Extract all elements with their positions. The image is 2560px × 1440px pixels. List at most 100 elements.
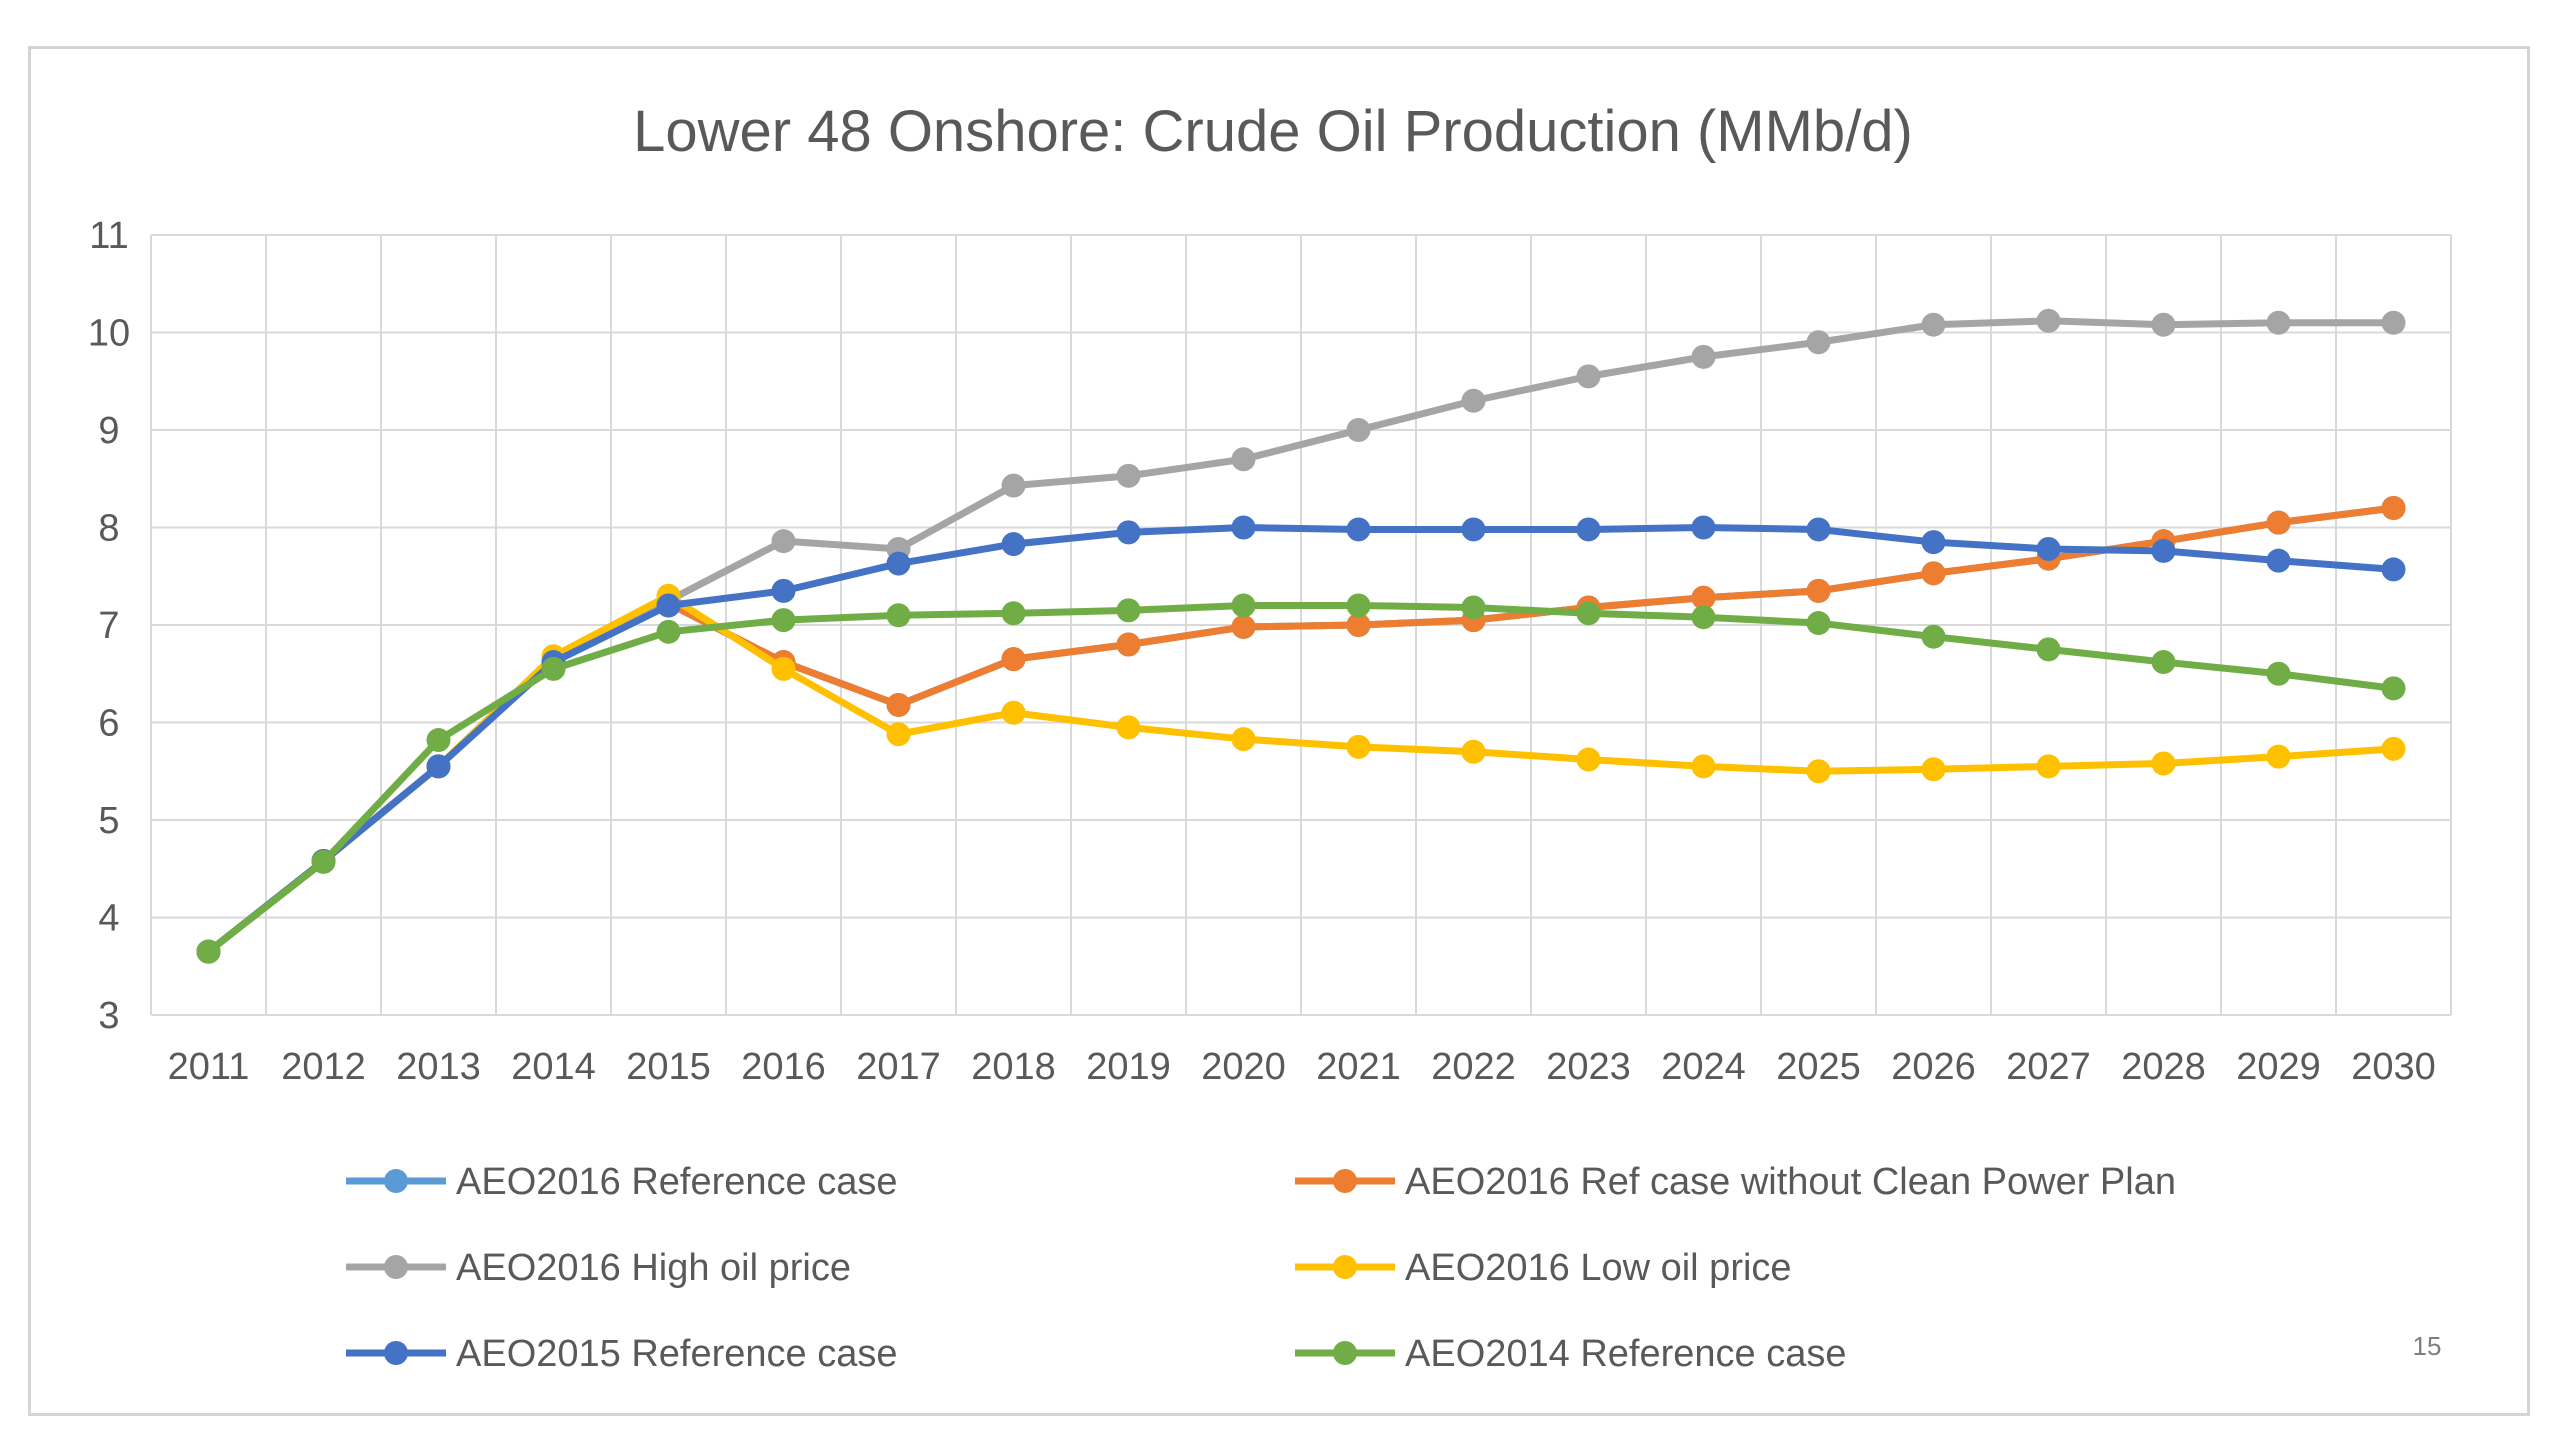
data-point <box>656 619 681 644</box>
legend-swatch-marker <box>1333 1255 1357 1279</box>
x-tick-label: 2024 <box>1661 1046 1746 1088</box>
data-point <box>2381 310 2406 335</box>
data-point <box>1576 601 1601 626</box>
series-line <box>206 592 2394 955</box>
x-tick-label: 2015 <box>626 1046 711 1088</box>
x-tick-label: 2028 <box>2121 1046 2206 1088</box>
data-point <box>1231 447 1256 472</box>
data-point <box>1806 517 1831 542</box>
data-point <box>1116 598 1141 623</box>
data-point <box>2151 312 2176 337</box>
data-point <box>771 656 796 681</box>
data-point <box>1461 739 1486 764</box>
y-tick-label: 6 <box>98 703 119 745</box>
legend-label: AEO2016 High oil price <box>456 1247 851 1289</box>
data-point <box>1231 614 1256 639</box>
legend-item: AEO2016 Ref case without Clean Power Pla… <box>1295 1161 2176 1203</box>
data-point <box>1921 312 1946 337</box>
data-point <box>1806 578 1831 603</box>
x-tick-label: 2022 <box>1431 1046 1516 1088</box>
legend-label: AEO2016 Low oil price <box>1405 1247 1792 1289</box>
data-point <box>656 593 681 618</box>
data-point <box>2266 548 2291 573</box>
legend-label: AEO2015 Reference case <box>456 1333 898 1375</box>
y-tick-label: 5 <box>98 800 119 842</box>
y-tick-label: 9 <box>98 410 119 452</box>
data-point <box>311 849 336 874</box>
data-point <box>1691 515 1716 540</box>
chart-frame: Lower 48 Onshore: Crude Oil Production (… <box>28 46 2530 1416</box>
line-chart: Lower 48 Onshore: Crude Oil Production (… <box>88 99 2452 1375</box>
data-point <box>1691 585 1716 610</box>
data-point <box>2151 650 2176 675</box>
data-point <box>1576 364 1601 389</box>
data-point <box>2381 496 2406 520</box>
data-point <box>1346 593 1371 618</box>
x-tick-label: 2026 <box>1891 1046 1976 1088</box>
x-axis-ticks: 2011 2012 2013 2014 2015 2016 2017 2018 2019 2020… <box>168 1046 2436 1088</box>
data-point <box>2381 736 2406 761</box>
data-point <box>1921 757 1946 782</box>
x-tick-label: 2030 <box>2351 1046 2436 1088</box>
x-tick-label: 2013 <box>396 1046 481 1088</box>
data-point <box>886 692 911 717</box>
data-point <box>1001 700 1026 725</box>
x-tick-label: 2011 <box>168 1046 250 1088</box>
legend-item: AEO2015 Reference case <box>346 1333 898 1375</box>
data-point <box>886 551 911 576</box>
data-point <box>2036 308 2061 333</box>
y-tick-label: 11 <box>89 215 128 257</box>
legend-item: AEO2014 Reference case <box>1295 1333 1847 1375</box>
legend-item: AEO2016 High oil price <box>346 1247 851 1289</box>
data-point <box>1806 330 1831 355</box>
y-tick-label: 8 <box>98 508 119 550</box>
data-point <box>2036 536 2061 561</box>
data-point <box>1116 463 1141 488</box>
y-axis-ticks: 3 4 5 6 7 8 9 10 11 <box>88 215 130 1037</box>
data-point <box>1001 601 1026 626</box>
x-tick-label: 2014 <box>511 1046 596 1088</box>
data-point <box>1461 595 1486 620</box>
y-tick-label: 10 <box>88 313 130 355</box>
x-tick-label: 2023 <box>1546 1046 1631 1088</box>
x-tick-label: 2012 <box>281 1046 366 1088</box>
data-point <box>1691 754 1716 779</box>
y-tick-label: 4 <box>98 898 119 940</box>
data-point <box>1346 734 1371 759</box>
data-point <box>1806 611 1831 636</box>
series-line <box>206 602 2394 955</box>
data-point <box>1921 624 1946 649</box>
series-lines <box>196 308 2406 964</box>
data-point <box>196 939 221 964</box>
legend-swatch-marker <box>384 1341 408 1365</box>
data-point <box>1346 418 1371 442</box>
data-point <box>1116 632 1141 657</box>
data-point <box>1346 613 1371 637</box>
data-point <box>2036 637 2061 662</box>
data-point <box>1001 532 1026 557</box>
data-point <box>1691 605 1716 630</box>
x-tick-label: 2018 <box>971 1046 1056 1088</box>
legend-item: AEO2016 Low oil price <box>1295 1247 1792 1289</box>
legend-swatch-marker <box>384 1169 408 1193</box>
x-tick-label: 2020 <box>1201 1046 1286 1088</box>
legend: AEO2016 Reference case AEO2016 Ref case w… <box>346 1161 2176 1375</box>
data-point <box>2036 754 2061 779</box>
data-point <box>2151 538 2176 563</box>
data-point <box>2381 676 2406 701</box>
x-tick-label: 2016 <box>741 1046 826 1088</box>
data-point <box>1921 561 1946 586</box>
data-point <box>2266 744 2291 769</box>
x-tick-label: 2017 <box>856 1046 941 1088</box>
data-point <box>1116 520 1141 545</box>
data-point <box>771 608 796 633</box>
data-point <box>1116 715 1141 740</box>
x-tick-label: 2027 <box>2006 1046 2091 1088</box>
x-tick-label: 2025 <box>1776 1046 1861 1088</box>
legend-swatch-marker <box>1333 1169 1357 1193</box>
series-line <box>206 524 2394 955</box>
data-point <box>2151 751 2176 776</box>
legend-item: AEO2016 Reference case <box>346 1161 898 1203</box>
data-point <box>1921 530 1946 555</box>
data-point <box>426 728 451 753</box>
